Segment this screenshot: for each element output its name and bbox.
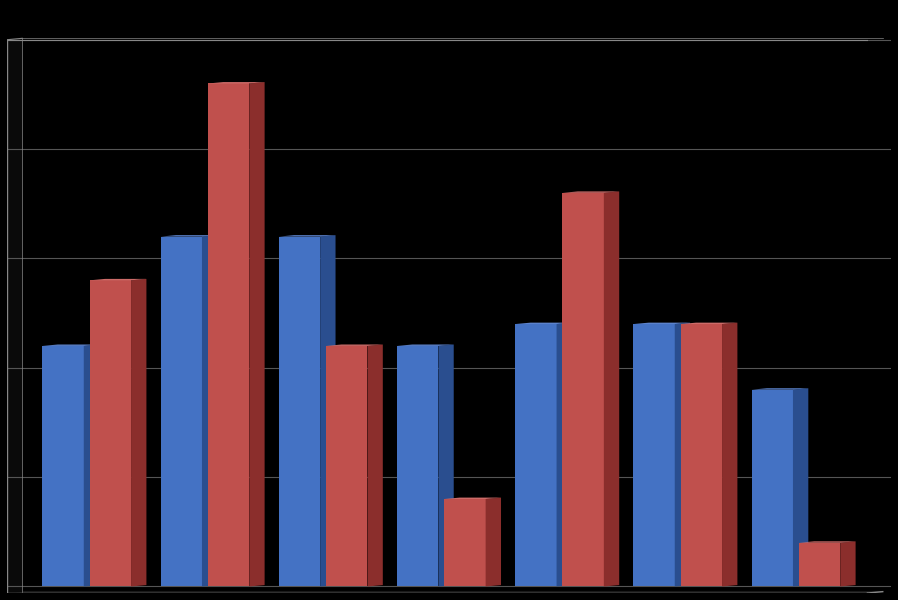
- Polygon shape: [633, 323, 691, 324]
- Bar: [562, 193, 603, 586]
- Polygon shape: [799, 541, 856, 543]
- Bar: [90, 280, 131, 586]
- Polygon shape: [674, 323, 691, 586]
- Polygon shape: [250, 82, 265, 586]
- Bar: [515, 324, 557, 586]
- Bar: [397, 346, 438, 586]
- Polygon shape: [841, 541, 856, 586]
- Bar: [278, 236, 321, 586]
- Bar: [207, 83, 250, 586]
- Bar: [633, 324, 674, 586]
- Polygon shape: [42, 344, 99, 346]
- Polygon shape: [321, 235, 336, 586]
- Polygon shape: [603, 191, 620, 586]
- Polygon shape: [681, 323, 737, 324]
- Bar: [799, 543, 841, 586]
- Polygon shape: [207, 82, 265, 83]
- Bar: [752, 389, 793, 586]
- Bar: [681, 324, 722, 586]
- Polygon shape: [438, 344, 453, 586]
- Bar: [445, 499, 486, 586]
- Polygon shape: [278, 235, 336, 236]
- Bar: [326, 346, 367, 586]
- Polygon shape: [131, 279, 146, 586]
- Bar: [161, 236, 202, 586]
- Polygon shape: [7, 38, 22, 593]
- Polygon shape: [161, 235, 217, 236]
- Polygon shape: [486, 497, 501, 586]
- Polygon shape: [7, 592, 883, 593]
- Bar: [42, 346, 84, 586]
- Polygon shape: [445, 497, 501, 499]
- Polygon shape: [84, 344, 99, 586]
- Polygon shape: [793, 388, 808, 586]
- Polygon shape: [557, 323, 572, 586]
- Polygon shape: [515, 323, 572, 324]
- Polygon shape: [722, 323, 737, 586]
- Polygon shape: [562, 191, 620, 193]
- Polygon shape: [326, 344, 383, 346]
- Polygon shape: [752, 388, 808, 389]
- Polygon shape: [90, 279, 146, 280]
- Polygon shape: [202, 235, 217, 586]
- Polygon shape: [367, 344, 383, 586]
- Polygon shape: [397, 344, 453, 346]
